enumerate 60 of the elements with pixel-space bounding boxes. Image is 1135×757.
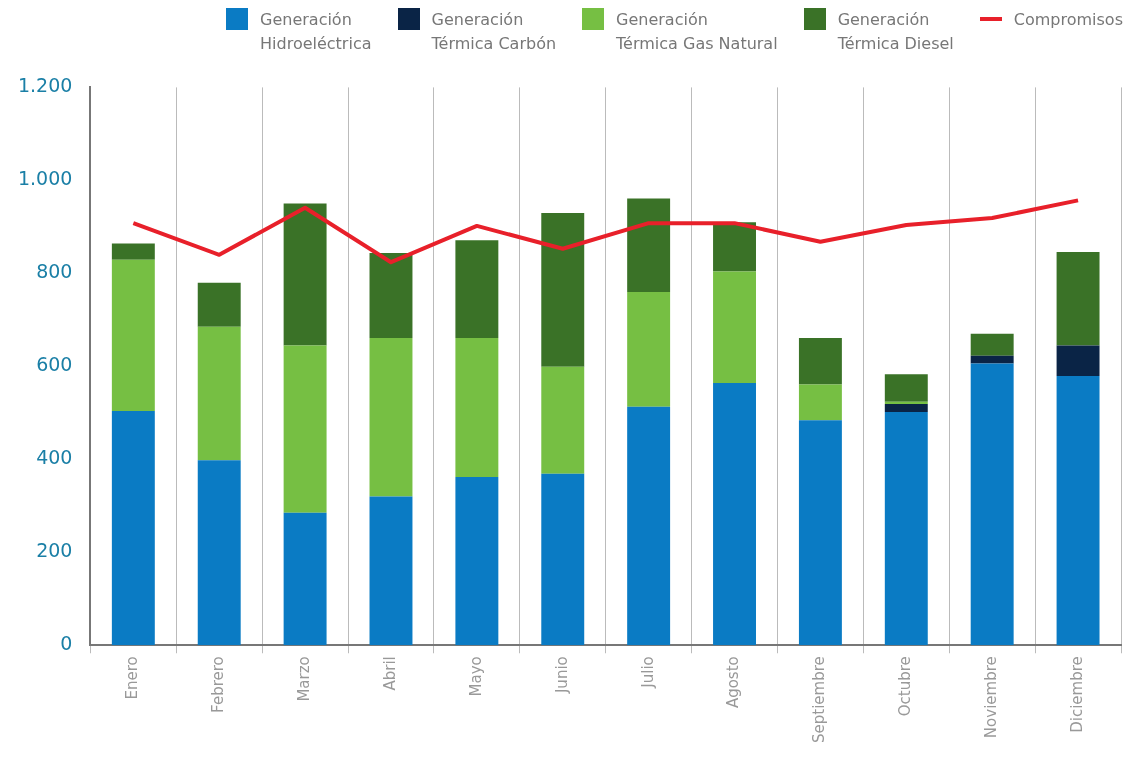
bar: [970, 363, 1014, 646]
x-tick-label: Octubre: [896, 656, 915, 717]
bar: [884, 374, 928, 402]
bar: [455, 240, 499, 338]
bar: [970, 355, 1014, 364]
bar: [798, 337, 842, 385]
legend-label: Generación Térmica Diesel: [837, 9, 954, 55]
legend-label: Generación Hidroeléctrica: [260, 9, 372, 55]
bar: [713, 222, 756, 272]
bar: [197, 282, 241, 327]
legend-label: Generación Térmica Carbón: [431, 9, 557, 55]
bar: [369, 337, 413, 497]
bar: [369, 252, 413, 338]
x-tick-label: Diciembre: [1067, 656, 1086, 733]
y-tick-label: 400: [36, 446, 73, 469]
bar: [1056, 376, 1100, 646]
y-tick-label: 200: [36, 539, 73, 562]
legend-label: Generación Térmica Gas Natural: [616, 9, 778, 55]
bar: [283, 345, 327, 513]
x-tick-label: Junio: [552, 656, 571, 695]
bar: [283, 512, 327, 646]
bar: [798, 384, 842, 421]
legend-label: Compromisos: [1013, 9, 1123, 31]
bar: [455, 476, 499, 646]
bar: [713, 271, 756, 384]
x-tick-label: Noviembre: [982, 656, 1001, 739]
y-tick-label: 1.200: [17, 74, 73, 97]
bar: [541, 473, 585, 646]
bar: [627, 291, 671, 407]
x-tick-label: Agosto: [724, 656, 743, 709]
bar: [970, 333, 1014, 356]
bar: [713, 383, 756, 646]
y-tick-label: 0: [60, 632, 73, 655]
bar: [627, 406, 671, 646]
x-tick-label: Enero: [123, 656, 142, 700]
bar: [1056, 345, 1100, 377]
bar: [1056, 251, 1100, 346]
bar: [197, 460, 241, 646]
x-tick-label: Febrero: [209, 656, 228, 713]
bar: [369, 496, 413, 646]
x-tick-label: Mayo: [466, 656, 485, 697]
bar: [884, 403, 928, 412]
y-tick-label: 800: [36, 260, 73, 283]
bar: [111, 259, 155, 411]
x-tick-label: Julio: [638, 656, 657, 689]
y-tick-label: 1.000: [17, 167, 73, 190]
bar: [111, 243, 155, 260]
x-tick-label: Septiembre: [810, 656, 829, 743]
y-tick-label: 600: [36, 353, 73, 376]
bar: [197, 326, 241, 461]
bar: [541, 212, 585, 367]
x-tick-label: Abril: [380, 656, 399, 691]
bar: [455, 337, 499, 477]
bar: [798, 420, 842, 646]
bar: [111, 410, 155, 646]
bar: [627, 198, 671, 292]
bar: [283, 203, 327, 346]
bar: [541, 366, 585, 474]
x-tick-label: Marzo: [294, 656, 313, 702]
bar: [884, 411, 928, 646]
